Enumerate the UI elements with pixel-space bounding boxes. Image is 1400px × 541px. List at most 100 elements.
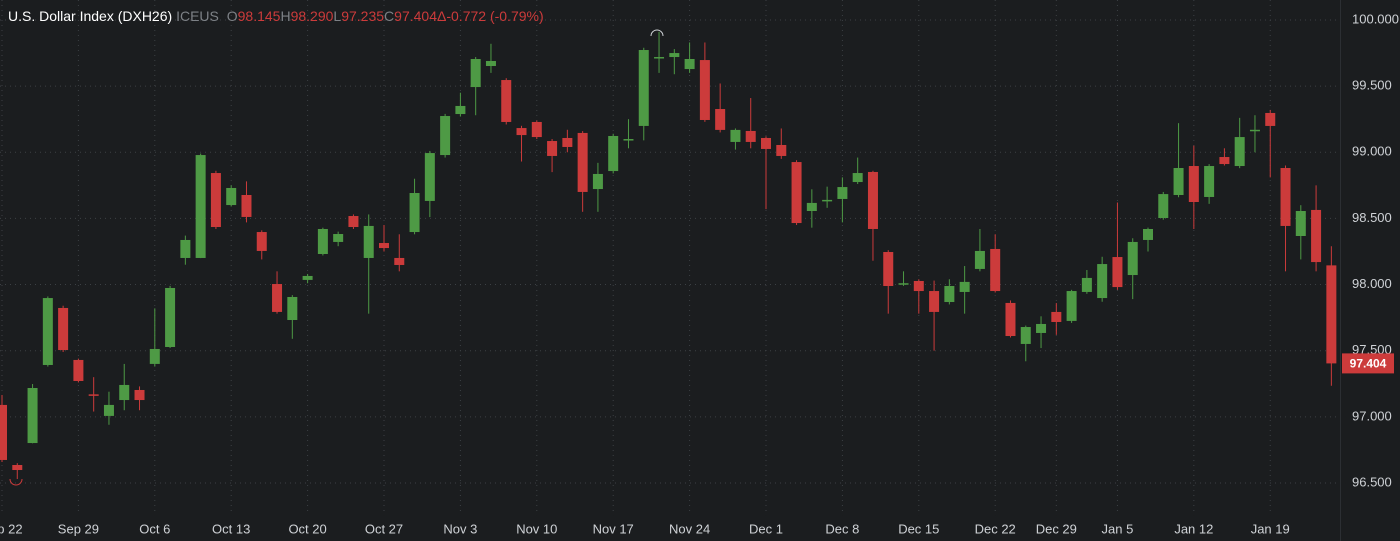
candle-body bbox=[149, 348, 160, 364]
candle-body bbox=[241, 194, 252, 217]
candle-body bbox=[898, 283, 909, 285]
candle-body bbox=[715, 109, 726, 130]
x-tick-label: Dec 29 bbox=[1036, 521, 1077, 536]
candle-body bbox=[363, 225, 374, 258]
candle-body bbox=[58, 307, 69, 351]
y-tick-label: 98.500 bbox=[1352, 210, 1392, 225]
candle-body bbox=[669, 53, 680, 58]
candle-body bbox=[1188, 166, 1199, 203]
candle-body bbox=[165, 287, 176, 347]
candle-body bbox=[1173, 168, 1184, 195]
ohlc-key: H bbox=[280, 8, 290, 24]
candle-body bbox=[409, 193, 420, 233]
x-tick-label: Jan 19 bbox=[1251, 521, 1290, 536]
candle-body bbox=[1051, 311, 1062, 322]
y-tick-label: 96.500 bbox=[1352, 474, 1392, 489]
candle-body bbox=[623, 139, 634, 141]
x-tick-label: Dec 1 bbox=[749, 521, 783, 536]
y-tick-label: 98.000 bbox=[1352, 276, 1392, 291]
candle-body bbox=[654, 57, 665, 59]
x-tick-label: Nov 3 bbox=[443, 521, 477, 536]
candle-body bbox=[1097, 264, 1108, 299]
candle-body bbox=[547, 141, 558, 156]
candle-body bbox=[1311, 209, 1322, 263]
candle-body bbox=[88, 394, 99, 396]
candle-body bbox=[1280, 168, 1291, 226]
candle-body bbox=[226, 187, 237, 206]
candle-body bbox=[638, 50, 649, 126]
candle-body bbox=[103, 404, 114, 416]
last-price-label: 97.404 bbox=[1350, 357, 1387, 371]
x-tick-label: Jan 12 bbox=[1174, 521, 1213, 536]
candle-body bbox=[1219, 157, 1230, 165]
candle-body bbox=[256, 232, 267, 251]
candle-body bbox=[134, 389, 145, 401]
candle-body bbox=[608, 135, 619, 172]
y-tick-label: 97.500 bbox=[1352, 342, 1392, 357]
legend-header: U.S. Dollar Index (DXH26) ICEUS O98.145H… bbox=[8, 8, 544, 24]
candle-body bbox=[699, 60, 710, 120]
candle-body bbox=[791, 162, 802, 224]
plot-area bbox=[0, 0, 1340, 515]
y-tick-label: 99.500 bbox=[1352, 78, 1392, 93]
candle-body bbox=[119, 384, 130, 401]
candle-body bbox=[1249, 129, 1260, 132]
ohlc-key: L bbox=[333, 8, 341, 24]
candle-body bbox=[73, 359, 84, 381]
x-tick-label: Nov 17 bbox=[593, 521, 634, 536]
candle-body bbox=[1234, 137, 1245, 167]
candle-body bbox=[195, 155, 206, 258]
x-tick-label: Dec 15 bbox=[898, 521, 939, 536]
candle-body bbox=[485, 60, 496, 67]
candle-body bbox=[867, 171, 878, 229]
candle-body bbox=[776, 144, 787, 156]
candle-body bbox=[1265, 112, 1276, 126]
candle-body bbox=[1143, 228, 1153, 240]
candle-body bbox=[210, 173, 221, 228]
candle-body bbox=[990, 248, 1001, 292]
candle-body bbox=[944, 286, 955, 303]
candle-body bbox=[1066, 291, 1077, 321]
candle-body bbox=[1127, 241, 1138, 276]
candle-body bbox=[1020, 327, 1031, 344]
candle-body bbox=[684, 59, 695, 70]
candle-body bbox=[883, 252, 894, 287]
x-tick-label: Oct 27 bbox=[365, 521, 403, 536]
ohlc-value: 97.235 bbox=[341, 8, 384, 24]
candle-body bbox=[1005, 302, 1016, 337]
candle-body bbox=[1326, 265, 1337, 364]
candle-body bbox=[287, 296, 298, 321]
low-marker bbox=[9, 478, 23, 486]
x-tick-label: Sep 29 bbox=[58, 521, 99, 536]
x-tick-label: Dec 22 bbox=[975, 521, 1016, 536]
chart-title: U.S. Dollar Index (DXH26) bbox=[8, 8, 172, 24]
candle-body bbox=[745, 130, 756, 142]
candle-body bbox=[348, 216, 359, 228]
x-tick-label: Oct 6 bbox=[139, 521, 170, 536]
candle-body bbox=[974, 250, 985, 269]
x-tick-label: Dec 8 bbox=[825, 521, 859, 536]
candle-body bbox=[1295, 211, 1306, 237]
ohlc-value: 98.290 bbox=[291, 8, 334, 24]
x-tick-label: Nov 24 bbox=[669, 521, 710, 536]
y-tick-label: 97.000 bbox=[1352, 408, 1392, 423]
candle-body bbox=[272, 284, 283, 312]
candle-body bbox=[1204, 166, 1215, 197]
candle-body bbox=[531, 121, 542, 138]
candle-body bbox=[27, 388, 38, 444]
x-tick-label: Jan 5 bbox=[1102, 521, 1134, 536]
candle-body bbox=[180, 239, 191, 258]
candle-body bbox=[730, 129, 741, 142]
candle-body bbox=[761, 137, 771, 149]
candle-body bbox=[317, 228, 328, 254]
candle-body bbox=[837, 187, 848, 199]
ohlc-key: O bbox=[227, 8, 238, 24]
candle-body bbox=[562, 137, 573, 147]
candle-body bbox=[822, 199, 833, 202]
candle-body bbox=[577, 132, 588, 192]
candle-body bbox=[379, 243, 389, 249]
x-tick-label: Nov 10 bbox=[516, 521, 557, 536]
candle-body bbox=[959, 281, 970, 292]
last-price-tag bbox=[1342, 353, 1394, 374]
